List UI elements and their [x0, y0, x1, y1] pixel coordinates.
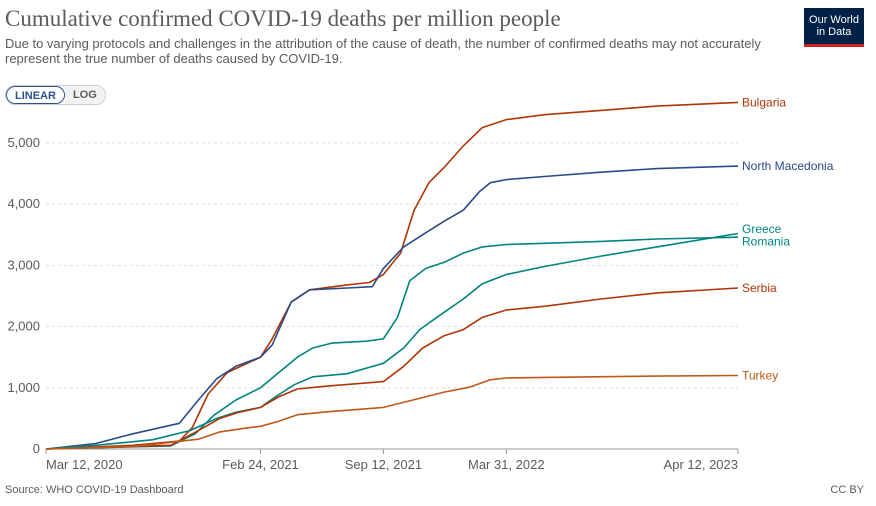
x-tick-label: Apr 12, 2023	[664, 457, 738, 472]
log-scale-button[interactable]: LOG	[64, 86, 105, 104]
owid-logo[interactable]: Our World in Data	[804, 8, 864, 47]
series-line-north-macedonia	[45, 165, 739, 450]
chart-title: Cumulative confirmed COVID-19 deaths per…	[5, 6, 561, 31]
chart-subtitle: Due to varying protocols and challenges …	[5, 36, 761, 66]
x-tick-label: Mar 31, 2022	[468, 457, 545, 472]
scale-toggle: LINEAR LOG	[5, 85, 106, 105]
x-tick-label: Feb 24, 2021	[222, 457, 299, 472]
series-label-serbia: Serbia	[742, 281, 777, 295]
series-line-turkey	[45, 374, 739, 450]
y-tick-label: 1,000	[7, 380, 40, 395]
y-tick-label: 0	[33, 441, 40, 456]
series-line-romania	[45, 232, 739, 450]
linear-scale-button[interactable]: LINEAR	[6, 86, 65, 104]
y-tick-label: 4,000	[7, 196, 40, 211]
axis-layer: 0 1,000 2,000 3,000 4,000 5,000 Mar 12, 2020 Fe…	[7, 135, 739, 472]
source-note: Source: WHO COVID-19 Dashboard	[5, 484, 184, 496]
y-tick-label: 5,000	[7, 135, 40, 150]
series-line-serbia	[45, 287, 739, 450]
license-link[interactable]: CC BY	[830, 484, 864, 496]
series-layer	[45, 101, 739, 450]
x-tick-label: Sep 12, 2021	[345, 457, 422, 472]
y-tick-label: 3,000	[7, 257, 40, 272]
series-line-greece	[45, 236, 739, 450]
series-label-bulgaria: Bulgaria	[742, 95, 786, 109]
series-line-bulgaria	[45, 101, 739, 450]
logo-line-1: Our World	[809, 14, 859, 26]
x-tick-label: Mar 12, 2020	[46, 457, 123, 472]
grid-layer	[46, 142, 738, 389]
series-label-greece: Greece	[742, 222, 782, 236]
series-label-north-macedonia: North Macedonia	[742, 159, 834, 173]
y-tick-label: 2,000	[7, 319, 40, 334]
series-label-romania: Romania	[742, 234, 790, 248]
logo-line-2: in Data	[816, 26, 852, 38]
series-label-turkey: Turkey	[742, 369, 778, 383]
